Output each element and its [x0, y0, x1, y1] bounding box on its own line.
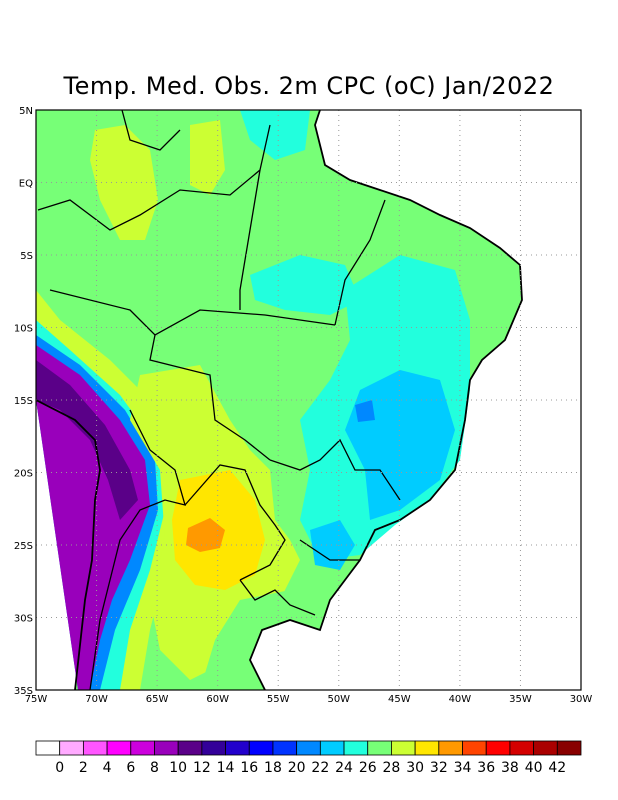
x-tick-label: 50W: [327, 694, 350, 705]
colorbar-swatch: [556, 740, 582, 756]
y-tick-label: 15S: [14, 396, 33, 407]
map-fields: [36, 110, 523, 690]
colorbar-label: 36: [477, 760, 495, 776]
coastline: [36, 110, 523, 690]
colorbar-label: 12: [193, 760, 211, 776]
colorbar-swatch: [414, 740, 440, 756]
colorbar-label: 10: [169, 760, 187, 776]
y-tick-label: 30S: [14, 614, 33, 625]
colorbar-swatch: [82, 740, 108, 756]
x-tick-label: 35W: [509, 694, 532, 705]
colorbar-swatch: [462, 740, 487, 756]
plot-frame: [35, 109, 582, 691]
green-south-interior: [200, 590, 325, 690]
axis-ticks: 75W 70W 65W 60W 55W 50W 45W 40W 35W 30W 5N EQ 5S 10S 1…: [14, 106, 592, 705]
colorbar-swatch: [485, 740, 511, 756]
colorbar-label: 6: [126, 760, 135, 776]
y-tick-label: EQ: [19, 179, 33, 190]
colorbar-label: 0: [55, 760, 64, 776]
azure-south: [310, 520, 355, 570]
colorbar-label: 30: [406, 760, 424, 776]
x-tick-label: 70W: [85, 694, 108, 705]
y-tick-label: 10S: [14, 324, 33, 335]
colorbar-swatch: [248, 740, 274, 756]
y-tick-label: 5N: [19, 106, 33, 117]
colorbar-swatch: [154, 740, 179, 756]
colorbar-swatch: [272, 740, 298, 756]
colorbar-label: 20: [288, 760, 306, 776]
colorbar-swatch: [533, 740, 558, 756]
colorbar-label: 24: [335, 760, 353, 776]
colorbar-label: 42: [548, 760, 566, 776]
country-borders: [37, 110, 401, 690]
colorbar-swatch: [319, 740, 345, 756]
colorbar-swatch: [438, 740, 463, 756]
colorbar-label: 4: [103, 760, 112, 776]
y-tick-label: 20S: [14, 469, 33, 480]
blue-cerrado-spot: [355, 400, 375, 422]
colorbar-label: 34: [454, 760, 472, 776]
colorbar-label: 38: [501, 760, 519, 776]
colorbar-swatch: [59, 740, 84, 756]
andes-purple-band: [36, 345, 150, 690]
colorbar-swatch: [106, 740, 132, 756]
colorbar-swatch: [35, 740, 61, 756]
colorbar-label: 14: [217, 760, 235, 776]
colorbar-swatch: [296, 740, 321, 756]
colorbar-swatch: [367, 740, 392, 756]
colorbar-label: 18: [264, 760, 282, 776]
x-tick-label: 55W: [267, 694, 290, 705]
colorbar-swatch: [177, 740, 203, 756]
colorbar-label: 8: [150, 760, 159, 776]
x-tick-label: 75W: [25, 694, 48, 705]
cyan-north: [240, 110, 310, 160]
map-title: Temp. Med. Obs. 2m CPC (oC) Jan/2022: [63, 72, 555, 100]
colorbar-swatch: [509, 740, 535, 756]
y-tick-label: 35S: [14, 686, 33, 697]
x-tick-label: 40W: [449, 694, 472, 705]
colorbar-swatch: [225, 740, 250, 756]
colorbar: 0 2 4 6 8 10 12 14 16 18 20 22 24 26 28 30 32 34 36 38 40 42: [35, 740, 582, 776]
colorbar-label: 2: [79, 760, 88, 776]
colorbar-label: 22: [311, 760, 329, 776]
x-tick-label: 65W: [146, 694, 169, 705]
orange-spot: [186, 518, 225, 552]
colorbar-label: 26: [359, 760, 377, 776]
cyan-amazon: [250, 255, 360, 315]
colorbar-label: 40: [525, 760, 543, 776]
y-tick-label: 5S: [20, 251, 33, 262]
colorbar-label: 28: [383, 760, 401, 776]
colorbar-swatch: [343, 740, 369, 756]
y-tick-label: 25S: [14, 541, 33, 552]
x-tick-label: 30W: [570, 694, 593, 705]
colorbar-swatch: [391, 740, 416, 756]
x-tick-label: 60W: [206, 694, 229, 705]
yellowgreen-north: [90, 125, 158, 240]
colorbar-label: 16: [240, 760, 258, 776]
colorbar-swatch: [201, 740, 226, 756]
yellowgreen-north2: [190, 120, 225, 195]
colorbar-label: 32: [430, 760, 448, 776]
x-tick-label: 45W: [388, 694, 411, 705]
colorbar-swatch: [130, 740, 155, 756]
